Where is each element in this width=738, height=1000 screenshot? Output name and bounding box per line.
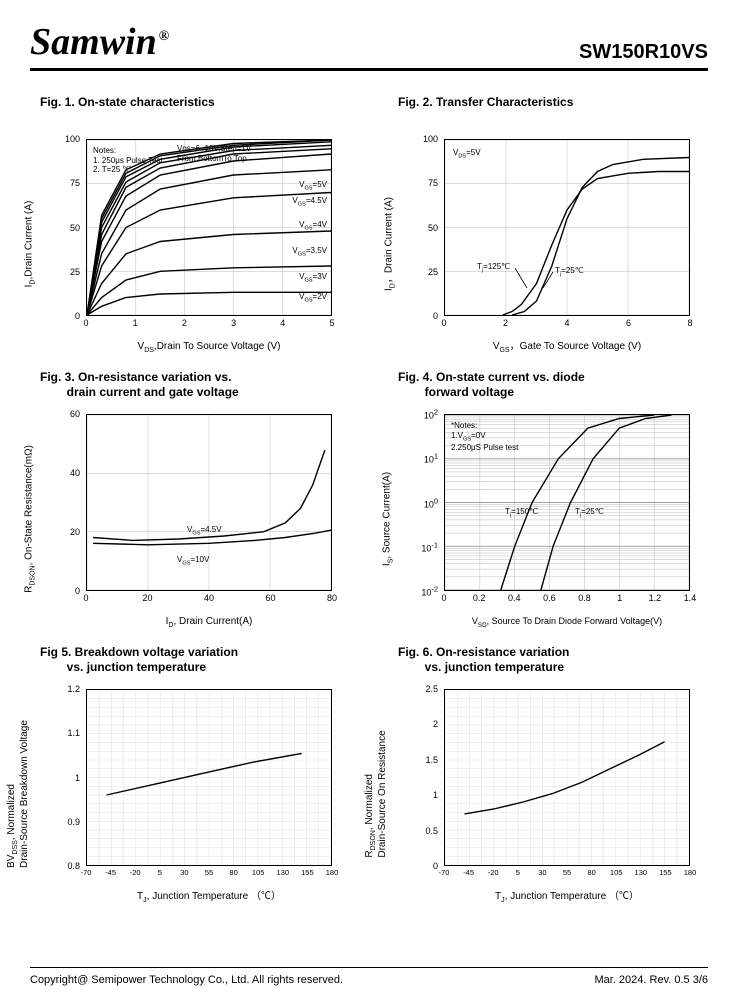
fig4-xlabel: VSD, Source To Drain Diode Forward Volta… bbox=[444, 616, 690, 629]
fig3-label-45: VGS=4.5V bbox=[187, 525, 222, 537]
fig1-curve-label: VGS=2V bbox=[299, 292, 327, 304]
fig1-xlabel: VDS,Drain To Source Voltage (V) bbox=[86, 341, 332, 354]
fig1-plot: Notes: 1. 250μs Pulse Test 2. T=25 ℃ Vgs… bbox=[86, 139, 332, 316]
fig1-curve-label: VGS=5V bbox=[299, 180, 327, 192]
brand-logo: Samwin® bbox=[30, 20, 169, 64]
fig4-ylabel: IS, Source Current(A) bbox=[382, 471, 395, 565]
fig2-label-25: Tj=25℃ bbox=[555, 266, 584, 278]
fig4-label-25: Tj=25℃ bbox=[575, 507, 604, 519]
fig2-cond: VDS=5V bbox=[453, 148, 481, 160]
fig1-curve-label: VGS=4.5V bbox=[292, 196, 327, 208]
fig1-cell: Fig. 1. On-state characteristics ID,Drai… bbox=[30, 89, 350, 356]
fig2-plot: VDS=5V Tj=125℃ Tj=25℃ bbox=[444, 139, 690, 316]
fig5-xticks: -70-45-205305580105130155180 bbox=[86, 868, 332, 882]
fig1-title: Fig. 1. On-state characteristics bbox=[40, 95, 350, 125]
fig1-chart: ID,Drain Current (A) 0255075100 Notes: 1… bbox=[40, 131, 340, 356]
fig3-xticks: 020406080 bbox=[86, 593, 332, 607]
fig3-ylabel: RDSON, On-State Resistance(mΩ) bbox=[24, 445, 37, 593]
registered-mark: ® bbox=[159, 29, 169, 44]
fig6-cell: Fig. 6. On-resistance variation vs. junc… bbox=[388, 639, 708, 906]
fig3-yticks: 0204060 bbox=[40, 414, 84, 591]
fig3-xlabel: ID, Drain Current(A) bbox=[86, 616, 332, 629]
fig6-xticks: -70-45-205305580105130155180 bbox=[444, 868, 690, 882]
fig4-plot: *Notes: 1.VGS=0V 2.250μS Pulse test Tj=1… bbox=[444, 414, 690, 591]
fig1-yticks: 0255075100 bbox=[40, 139, 84, 316]
fig2-yticks: 0255075100 bbox=[398, 139, 442, 316]
fig2-cell: Fig. 2. Transfer Characteristics ID，Drai… bbox=[388, 89, 708, 356]
footer-copyright: Copyright@ Semipower Technology Co., Ltd… bbox=[30, 974, 343, 986]
fig6-yticks: 00.511.522.5 bbox=[398, 689, 442, 866]
fig2-chart: ID，Drain Current (A) 0255075100 VDS=5V T… bbox=[398, 131, 698, 356]
fig3-chart: RDSON, On-State Resistance(mΩ) 0204060 V… bbox=[40, 406, 340, 631]
fig5-yticks: 0.80.911.11.2 bbox=[40, 689, 84, 866]
charts-grid: Fig. 1. On-state characteristics ID,Drai… bbox=[30, 89, 708, 906]
fig2-label-125: Tj=125℃ bbox=[477, 262, 510, 274]
fig5-cell: Fig 5. Breakdown voltage variation vs. j… bbox=[30, 639, 350, 906]
fig4-yticks: 10-210-1100101102 bbox=[398, 414, 442, 591]
fig2-ylabel: ID，Drain Current (A) bbox=[380, 197, 397, 291]
fig5-plot bbox=[86, 689, 332, 866]
logo-text: Samwin bbox=[30, 21, 157, 63]
fig5-xlabel: TJ, Junction Temperature （℃） bbox=[86, 887, 332, 904]
fig6-chart: RDSON, NormalizedDrain-Source On Resista… bbox=[398, 681, 698, 906]
fig4-chart: IS, Source Current(A) 10-210-1100101102 … bbox=[398, 406, 698, 631]
fig4-cell: Fig. 4. On-state current vs. diode forwa… bbox=[388, 364, 708, 631]
fig6-title: Fig. 6. On-resistance variation vs. junc… bbox=[398, 645, 708, 675]
fig6-plot bbox=[444, 689, 690, 866]
fig1-notes: Notes: 1. 250μs Pulse Test 2. T=25 ℃ bbox=[93, 146, 163, 175]
fig4-title: Fig. 4. On-state current vs. diode forwa… bbox=[398, 370, 708, 400]
fig5-title: Fig 5. Breakdown voltage variation vs. j… bbox=[40, 645, 350, 675]
fig1-curve-label: VGS=4V bbox=[299, 220, 327, 232]
part-number: SW150R10VS bbox=[579, 41, 708, 64]
fig2-xlabel: VGS，Gate To Source Voltage (V) bbox=[444, 337, 690, 354]
page-footer: Copyright@ Semipower Technology Co., Ltd… bbox=[30, 967, 708, 986]
fig2-xticks: 02468 bbox=[444, 318, 690, 332]
fig6-xlabel: TJ, Junction Temperature （℃） bbox=[444, 887, 690, 904]
page-header: Samwin® SW150R10VS bbox=[30, 20, 708, 71]
fig4-label-150: Tj=150℃ bbox=[505, 507, 538, 519]
fig5-chart: BVDSS, NormalizedDrain-Source Breakdown … bbox=[40, 681, 340, 906]
fig3-plot: VGS=4.5V VGS=10V bbox=[86, 414, 332, 591]
fig3-title: Fig. 3. On-resistance variation vs. drai… bbox=[40, 370, 350, 400]
fig1-curve-label: VGS=3.5V bbox=[292, 246, 327, 258]
fig1-xticks: 012345 bbox=[86, 318, 332, 332]
fig1-ylabel: ID,Drain Current (A) bbox=[24, 200, 37, 287]
fig3-label-10: VGS=10V bbox=[177, 555, 209, 567]
fig3-cell: Fig. 3. On-resistance variation vs. drai… bbox=[30, 364, 350, 631]
fig5-ylabel: BVDSS, NormalizedDrain-Source Breakdown … bbox=[6, 720, 30, 868]
fig4-xticks: 00.20.40.60.811.21.4 bbox=[444, 593, 690, 607]
fig1-curve-label: VGS=3V bbox=[299, 272, 327, 284]
fig4-notes: *Notes: 1.VGS=0V 2.250μS Pulse test bbox=[451, 421, 518, 452]
footer-rev: Mar. 2024. Rev. 0.5 3/6 bbox=[594, 974, 708, 986]
fig1-top-label: Vgs=6~10V,Step=1VFrom BottomTo Top bbox=[177, 144, 251, 163]
fig2-title: Fig. 2. Transfer Characteristics bbox=[398, 95, 708, 125]
fig6-ylabel: RDSON, NormalizedDrain-Source On Resista… bbox=[364, 730, 388, 857]
